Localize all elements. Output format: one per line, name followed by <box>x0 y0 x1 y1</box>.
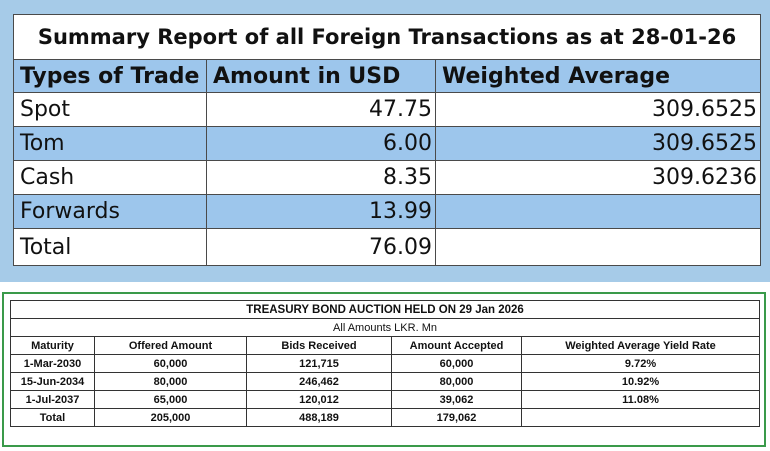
amount-cell: 8.35 <box>206 160 436 195</box>
amount-cell: 76.09 <box>206 228 436 266</box>
trade-type-cell: Tom <box>13 126 207 161</box>
table-row: 1-Jul-2037 65,000 120,012 39,062 11.08% <box>10 390 761 409</box>
amount-accepted-cell: 179,062 <box>391 408 522 427</box>
table-row: Cash 8.35 309.6236 <box>13 160 762 195</box>
offered-amount-cell: 60,000 <box>94 354 247 373</box>
column-header-amount-accepted: Amount Accepted <box>391 336 522 355</box>
yield-rate-cell: 10.92% <box>520 372 761 391</box>
bond-auction-table: TREASURY BOND AUCTION HELD ON 29 Jan 202… <box>9 300 761 427</box>
maturity-cell: 1-Mar-2030 <box>10 354 95 373</box>
table-row: Spot 47.75 309.6525 <box>13 92 762 127</box>
table-row: Forwards 13.99 <box>13 194 762 229</box>
offered-amount-cell: 205,000 <box>94 408 247 427</box>
trade-type-cell: Cash <box>13 160 207 195</box>
weighted-average-cell: 309.6525 <box>434 126 762 161</box>
maturity-cell: Total <box>10 408 95 427</box>
offered-amount-cell: 65,000 <box>94 390 247 409</box>
weighted-average-cell <box>434 228 762 266</box>
trade-type-cell: Forwards <box>13 194 207 229</box>
weighted-average-cell: 309.6236 <box>434 160 762 195</box>
fx-summary-title: Summary Report of all Foreign Transactio… <box>12 14 762 60</box>
column-header-amount-usd: Amount in USD <box>206 59 436 93</box>
fx-header-row: Types of Trade Amount in USD Weighted Av… <box>13 59 762 93</box>
bids-received-cell: 120,012 <box>246 390 392 409</box>
amount-cell: 6.00 <box>206 126 436 161</box>
yield-rate-cell: 11.08% <box>520 390 761 409</box>
column-header-types-of-trade: Types of Trade <box>13 59 207 93</box>
maturity-cell: 15-Jun-2034 <box>10 372 95 391</box>
trade-type-cell: Total <box>13 228 207 266</box>
bond-auction-title: TREASURY BOND AUCTION HELD ON 29 Jan 202… <box>9 300 761 319</box>
column-header-yield-rate: Weighted Average Yield Rate <box>520 336 761 355</box>
column-header-weighted-average: Weighted Average <box>434 59 762 93</box>
fx-summary-panel: Summary Report of all Foreign Transactio… <box>0 0 770 282</box>
table-row: 1-Mar-2030 60,000 121,715 60,000 9.72% <box>10 354 761 373</box>
weighted-average-cell <box>434 194 762 229</box>
yield-rate-cell: 9.72% <box>520 354 761 373</box>
bids-received-cell: 488,189 <box>246 408 392 427</box>
amount-cell: 47.75 <box>206 92 436 127</box>
amount-accepted-cell: 39,062 <box>391 390 522 409</box>
bids-received-cell: 121,715 <box>246 354 392 373</box>
fx-summary-table: Summary Report of all Foreign Transactio… <box>12 14 762 266</box>
total-row: Total 76.09 <box>13 228 762 266</box>
column-header-offered-amount: Offered Amount <box>94 336 247 355</box>
table-row: 15-Jun-2034 80,000 246,462 80,000 10.92% <box>10 372 761 391</box>
weighted-average-cell: 309.6525 <box>434 92 762 127</box>
table-row: Tom 6.00 309.6525 <box>13 126 762 161</box>
bids-received-cell: 246,462 <box>246 372 392 391</box>
total-row: Total 205,000 488,189 179,062 <box>10 408 761 427</box>
offered-amount-cell: 80,000 <box>94 372 247 391</box>
maturity-cell: 1-Jul-2037 <box>10 390 95 409</box>
bond-auction-panel: TREASURY BOND AUCTION HELD ON 29 Jan 202… <box>2 292 766 447</box>
trade-type-cell: Spot <box>13 92 207 127</box>
amount-accepted-cell: 60,000 <box>391 354 522 373</box>
bond-header-row: Maturity Offered Amount Bids Received Am… <box>10 336 761 355</box>
column-header-maturity: Maturity <box>10 336 95 355</box>
yield-rate-cell <box>520 408 761 427</box>
amount-cell: 13.99 <box>206 194 436 229</box>
amount-accepted-cell: 80,000 <box>391 372 522 391</box>
bond-auction-subtitle: All Amounts LKR. Mn <box>9 318 761 337</box>
column-header-bids-received: Bids Received <box>246 336 392 355</box>
